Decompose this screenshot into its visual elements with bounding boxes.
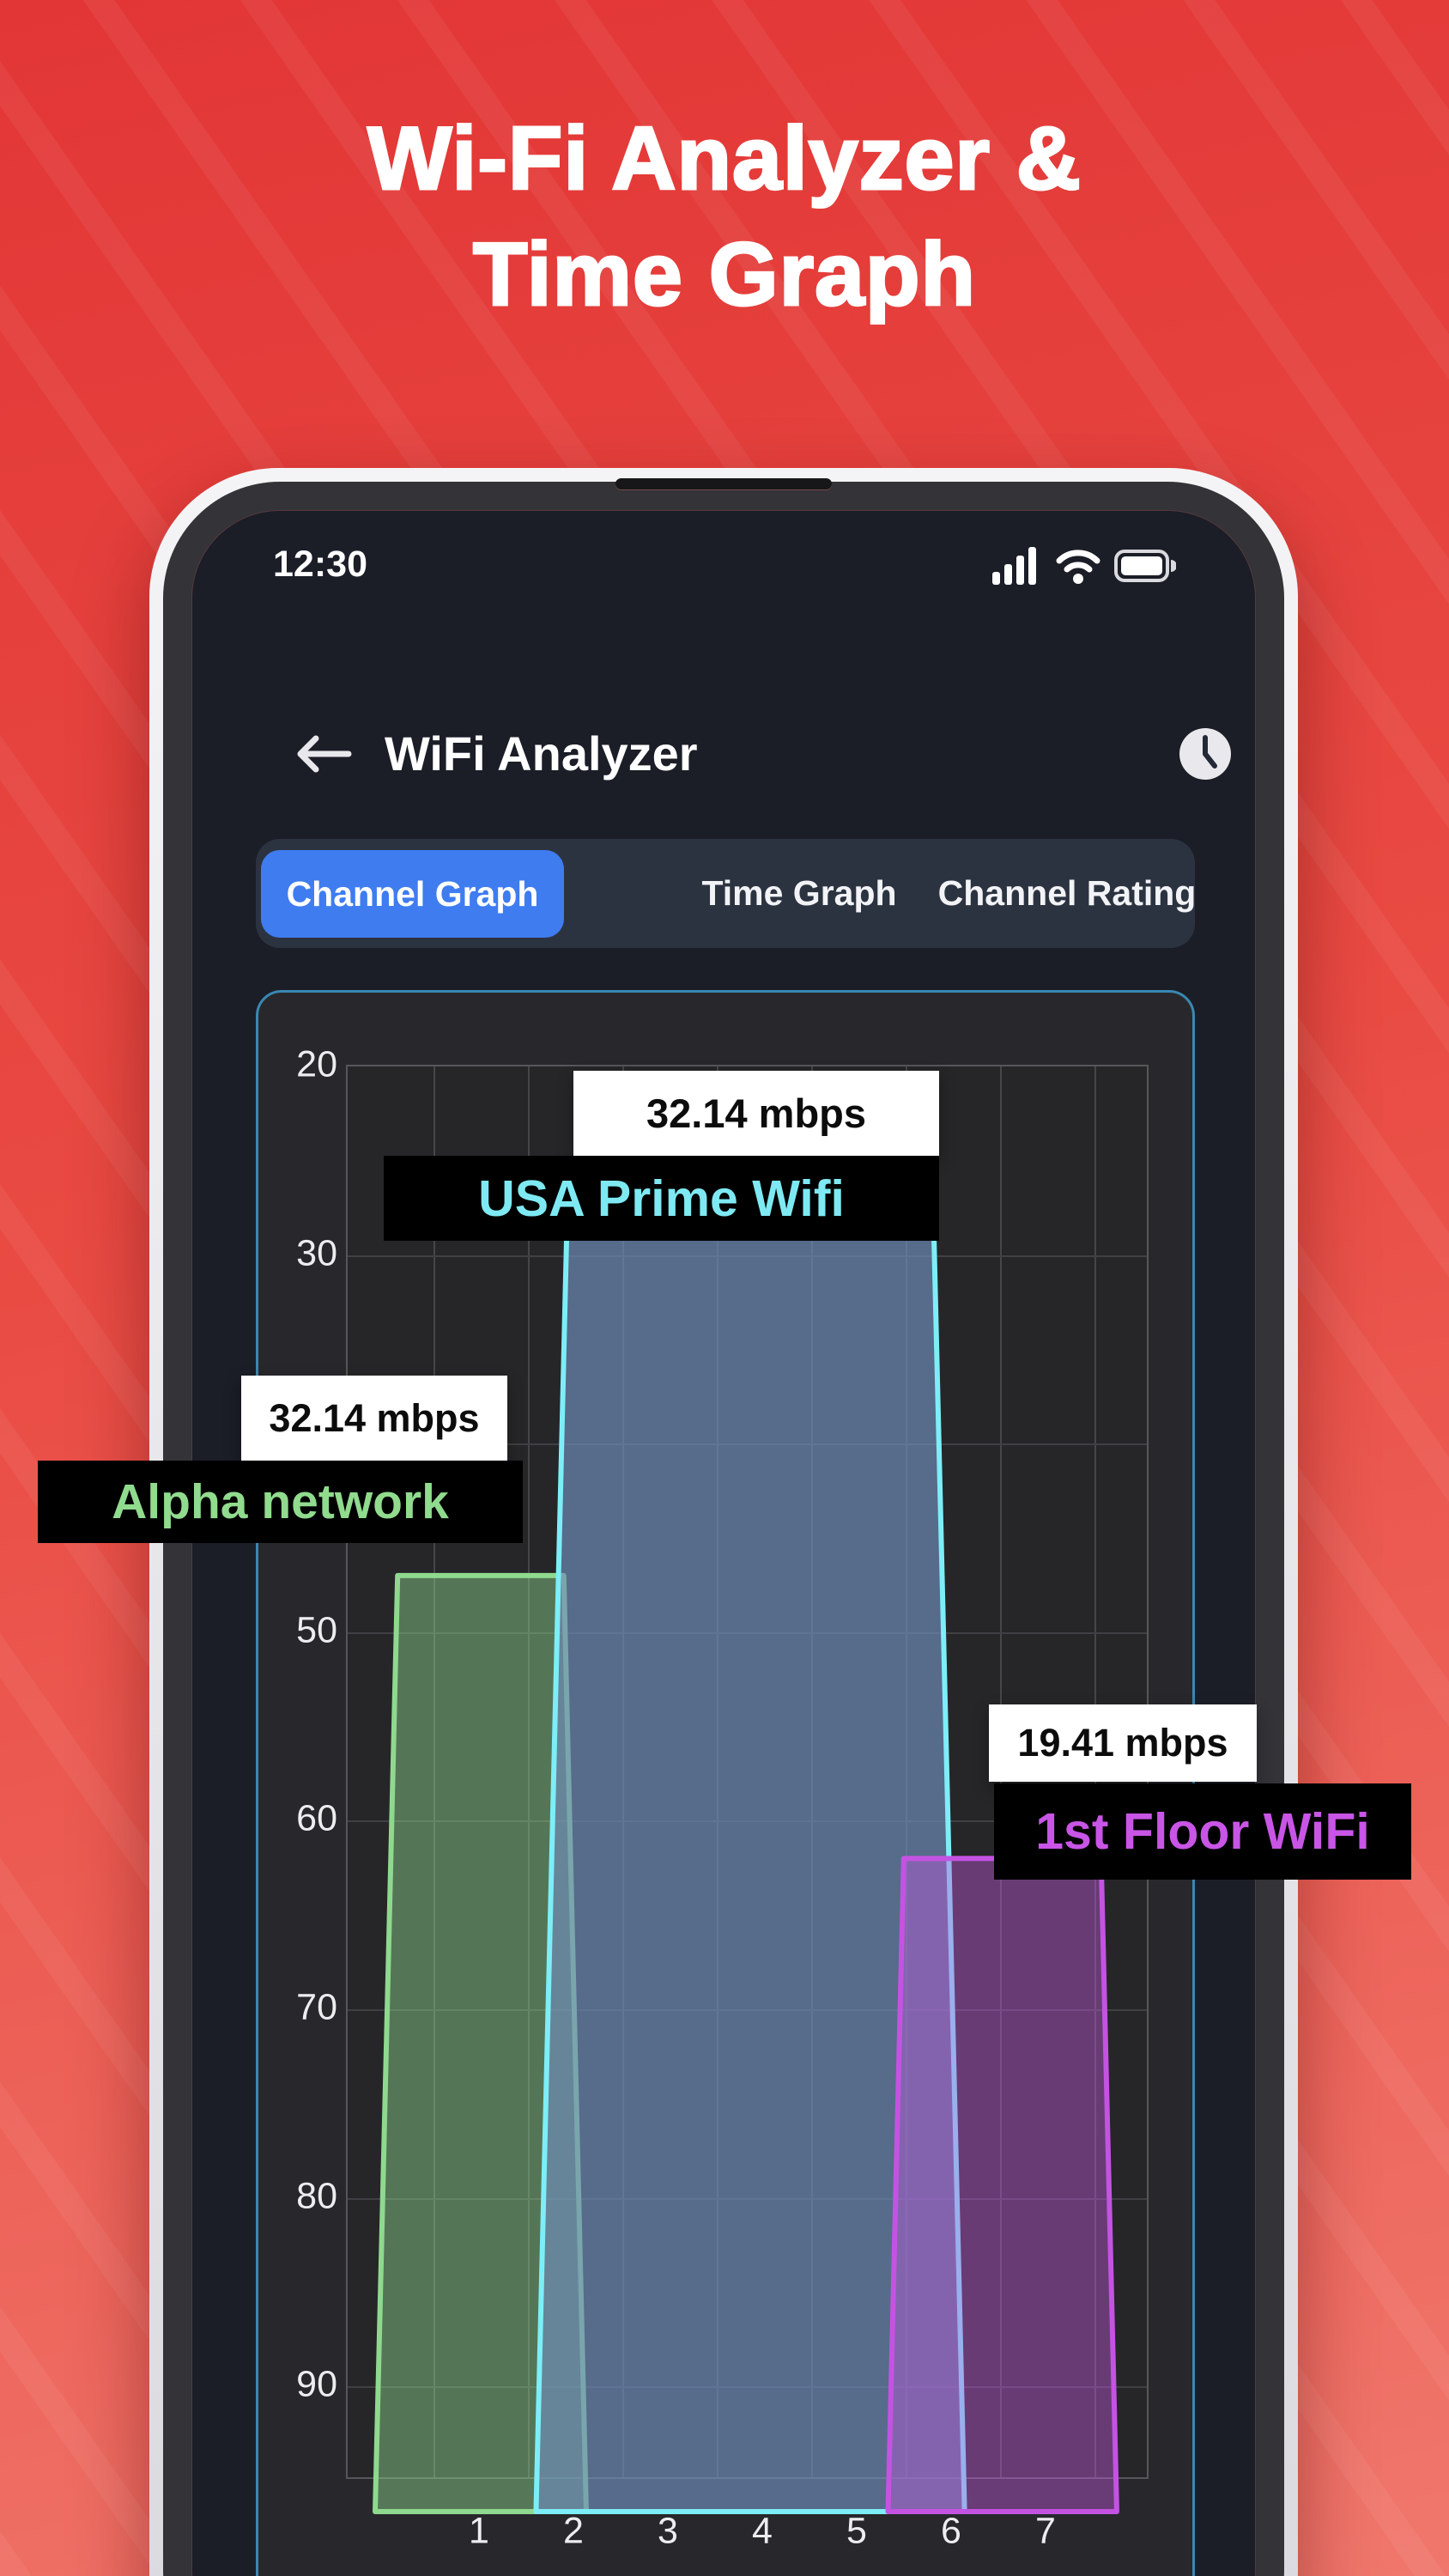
tab-channel-graph[interactable]: Channel Graph bbox=[261, 850, 564, 938]
hero-title-line2: Time Graph bbox=[471, 224, 976, 326]
signal-icon bbox=[992, 546, 1042, 589]
x-tick-label: 4 bbox=[752, 2510, 773, 2552]
y-tick-label: 50 bbox=[296, 1609, 337, 1651]
page-title: WiFi Analyzer bbox=[385, 726, 698, 781]
phone-frame: 12:30 bbox=[149, 468, 1298, 2576]
hero-title-line1: Wi-Fi Analyzer & bbox=[367, 107, 1082, 210]
phone-speaker bbox=[615, 478, 832, 489]
y-tick-label: 30 bbox=[296, 1232, 337, 1274]
x-tick-label: 1 bbox=[469, 2510, 489, 2552]
back-button[interactable] bbox=[294, 730, 354, 778]
phone-screen: 12:30 bbox=[192, 511, 1255, 2576]
hero-title: Wi-Fi Analyzer & Time Graph bbox=[0, 101, 1449, 333]
x-tick-label: 7 bbox=[1035, 2510, 1056, 2552]
tab-bar: Channel Graph Time Graph Channel Rating bbox=[256, 839, 1197, 948]
history-clock-button[interactable] bbox=[1178, 726, 1233, 781]
channel-graph-card: 20304050607080901234567 bbox=[256, 990, 1195, 2576]
x-tick-label: 5 bbox=[846, 2510, 867, 2552]
y-tick-label: 80 bbox=[296, 2175, 337, 2217]
x-tick-label: 2 bbox=[563, 2510, 584, 2552]
tooltip-usa-prime-speed: 32.14 mbps bbox=[573, 1071, 939, 1156]
tooltip-first-floor-ssid: 1st Floor WiFi bbox=[994, 1783, 1411, 1880]
y-tick-label: 70 bbox=[296, 1986, 337, 2028]
x-tick-label: 6 bbox=[941, 2510, 961, 2552]
statusbar-icons bbox=[992, 546, 1177, 589]
x-tick-label: 3 bbox=[658, 2510, 678, 2552]
wifi-icon bbox=[1056, 548, 1100, 588]
plot-area bbox=[346, 1065, 1149, 2514]
tab-channel-rating[interactable]: Channel Rating bbox=[937, 873, 1197, 913]
y-tick-label: 90 bbox=[296, 2363, 337, 2405]
tooltip-usa-prime-ssid: USA Prime Wifi bbox=[384, 1156, 939, 1241]
tooltip-alpha-ssid: Alpha network bbox=[38, 1461, 523, 1543]
grid-line-vertical bbox=[433, 1066, 435, 2477]
tooltip-alpha-speed: 32.14 mbps bbox=[241, 1376, 507, 1461]
network-area-1st-floor-wifi[interactable] bbox=[885, 1856, 1119, 2514]
tooltip-first-floor-speed: 19.41 mbps bbox=[989, 1704, 1257, 1782]
statusbar-time: 12:30 bbox=[273, 544, 367, 585]
y-tick-label: 20 bbox=[296, 1043, 337, 1085]
battery-icon bbox=[1114, 549, 1177, 586]
tab-time-graph[interactable]: Time Graph bbox=[701, 873, 897, 913]
y-tick-label: 60 bbox=[296, 1797, 337, 1839]
grid-line-vertical bbox=[528, 1066, 530, 2477]
